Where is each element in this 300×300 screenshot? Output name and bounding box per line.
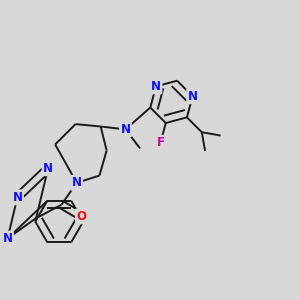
Text: N: N (2, 232, 13, 245)
Text: N: N (121, 123, 130, 136)
Text: N: N (188, 90, 198, 103)
Text: N: N (151, 80, 161, 93)
Text: N: N (12, 191, 22, 204)
Text: N: N (72, 176, 82, 189)
Text: O: O (76, 210, 86, 223)
Text: F: F (157, 136, 164, 149)
Text: N: N (43, 162, 53, 175)
